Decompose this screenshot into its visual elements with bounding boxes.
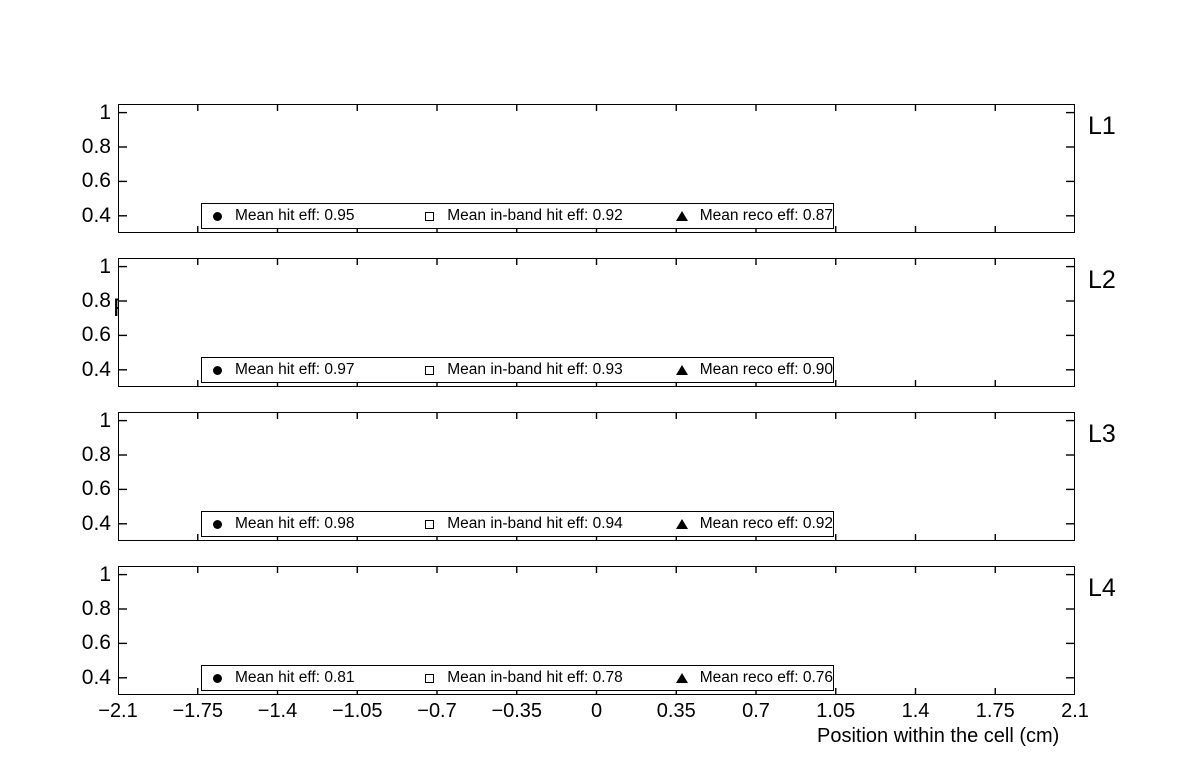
x-tick-label: −1.75 (172, 700, 224, 722)
open-square-icon (424, 519, 434, 529)
mean-inband-hit-eff-marker (414, 365, 444, 375)
y-tick-label: 0.8 (81, 597, 111, 620)
x-tick-label: −2.1 (98, 700, 138, 722)
filled-triangle-icon (675, 519, 688, 529)
legend-entry: Mean reco eff: 0.76 (667, 669, 833, 687)
legend-entry: Mean hit eff: 0.98 (202, 515, 414, 533)
mean-hit-eff-marker (202, 211, 232, 221)
filled-triangle-icon (675, 211, 688, 221)
y-tick-label: 1 (99, 408, 111, 432)
filled-circle-icon (212, 673, 222, 683)
y-tick-label: 0.6 (81, 631, 111, 655)
panel-l3: 0.4 0.6 0.8 1 L3 Mean hit eff: 0.98 Mean in-ba… (82, 409, 1116, 541)
mean-inband-hit-eff-marker (414, 519, 444, 529)
y-tick-label: 0.8 (81, 135, 111, 158)
y-tick-label: 0.8 (81, 289, 111, 312)
x-tick-label: 0 (590, 700, 603, 722)
legend-l3: Mean hit eff: 0.98 Mean in-band hit eff: … (201, 511, 834, 537)
legend-label: Mean reco eff: 0.90 (699, 361, 833, 378)
y-tick-label: 1 (99, 100, 111, 124)
y-tick-label: 0.4 (81, 665, 111, 689)
x-axis-title: Position within the cell (cm) (817, 725, 1060, 747)
y-tick-label: 0.6 (81, 323, 111, 347)
y-tick-label: 0.4 (81, 511, 111, 535)
x-tick-label: −1.05 (331, 700, 383, 722)
mean-reco-eff-marker (667, 211, 697, 221)
mean-reco-eff-marker (667, 519, 697, 529)
legend-entry: Mean in-band hit eff: 0.92 (414, 207, 666, 225)
y-tick-label: 1 (99, 562, 111, 586)
open-square-icon (424, 673, 434, 683)
legend-entry: Mean in-band hit eff: 0.78 (414, 669, 666, 687)
legend-label: Mean reco eff: 0.76 (699, 669, 833, 686)
panel-l4: 0.4 0.6 0.8 1 L4 Mean hit eff: 0.81 Mean in-ba… (82, 563, 1116, 695)
legend-l4: Mean hit eff: 0.81 Mean in-band hit eff: … (201, 665, 834, 691)
x-tick-label: −0.7 (417, 700, 457, 722)
legend-entry: Mean hit eff: 0.97 (202, 361, 414, 379)
filled-triangle-icon (675, 673, 688, 683)
legend-label: Mean hit eff: 0.81 (235, 669, 355, 686)
y-tick-label: 0.6 (81, 477, 111, 501)
mean-reco-eff-marker (667, 365, 697, 375)
y-tick-label: 0.8 (81, 443, 111, 466)
legend-entry: Mean in-band hit eff: 0.93 (414, 361, 666, 379)
open-square-icon (424, 365, 434, 375)
legend-entry: Mean in-band hit eff: 0.94 (414, 515, 666, 533)
x-tick-label: −0.35 (491, 700, 543, 722)
legend-label: Mean hit eff: 0.97 (235, 361, 355, 378)
x-tick-label: 0.7 (742, 700, 770, 722)
legend-entry: Mean hit eff: 0.95 (202, 207, 414, 225)
legend-label: Mean reco eff: 0.87 (699, 207, 833, 224)
y-tick-label: 0.4 (81, 203, 111, 227)
legend-entry: Mean reco eff: 0.92 (667, 515, 833, 533)
filled-circle-icon (212, 365, 222, 375)
y-tick-label: 0.4 (81, 357, 111, 381)
y-tick-label: 1 (99, 254, 111, 278)
legend-label: Mean in-band hit eff: 0.94 (447, 515, 623, 532)
legend-l1: Mean hit eff: 0.95 Mean in-band hit eff: … (201, 203, 834, 229)
legend-label: Mean reco eff: 0.92 (699, 515, 833, 532)
panel-l2: 0.4 0.6 0.8 1 L2 Mean hit eff: 0.97 Mean in-ba… (82, 255, 1116, 387)
x-tick-label: 1.75 (975, 700, 1015, 722)
x-tick-label: −1.4 (257, 700, 298, 722)
filled-triangle-icon (675, 365, 688, 375)
mean-hit-eff-marker (202, 673, 232, 683)
legend-entry: Mean hit eff: 0.81 (202, 669, 414, 687)
legend-label: Mean in-band hit eff: 0.93 (447, 361, 623, 378)
mean-inband-hit-eff-marker (414, 211, 444, 221)
legend-label: Mean hit eff: 0.98 (235, 515, 355, 532)
filled-circle-icon (212, 211, 222, 221)
legend-label: Mean hit eff: 0.95 (235, 207, 355, 224)
open-square-icon (424, 211, 434, 221)
panel-l1: 0.4 0.6 0.8 1 L1 Mean hit eff: 0.95 Mean in-ba… (82, 101, 1116, 233)
panel-label-l4: L4 (1088, 574, 1116, 602)
legend-entry: Mean reco eff: 0.87 (667, 207, 833, 225)
legend-label: Mean in-band hit eff: 0.78 (447, 669, 623, 686)
mean-inband-hit-eff-marker (414, 673, 444, 683)
mean-hit-eff-marker (202, 365, 232, 375)
legend-entry: Mean reco eff: 0.90 (667, 361, 833, 379)
x-tick-label: 0.35 (656, 700, 696, 722)
panel-label-l2: L2 (1088, 266, 1116, 294)
x-tick-label: 1.4 (901, 700, 930, 722)
legend-label: Mean in-band hit eff: 0.92 (447, 207, 623, 224)
legend-l2: Mean hit eff: 0.97 Mean in-band hit eff: … (201, 357, 834, 383)
x-tick-label: 2.1 (1061, 700, 1089, 722)
filled-circle-icon (212, 519, 222, 529)
y-tick-label: 0.6 (81, 169, 111, 193)
mean-reco-eff-marker (667, 673, 697, 683)
panel-label-l1: L1 (1088, 112, 1116, 140)
mean-hit-eff-marker (202, 519, 232, 529)
x-tick-label: 1.05 (816, 700, 856, 722)
panel-label-l3: L3 (1088, 420, 1116, 448)
